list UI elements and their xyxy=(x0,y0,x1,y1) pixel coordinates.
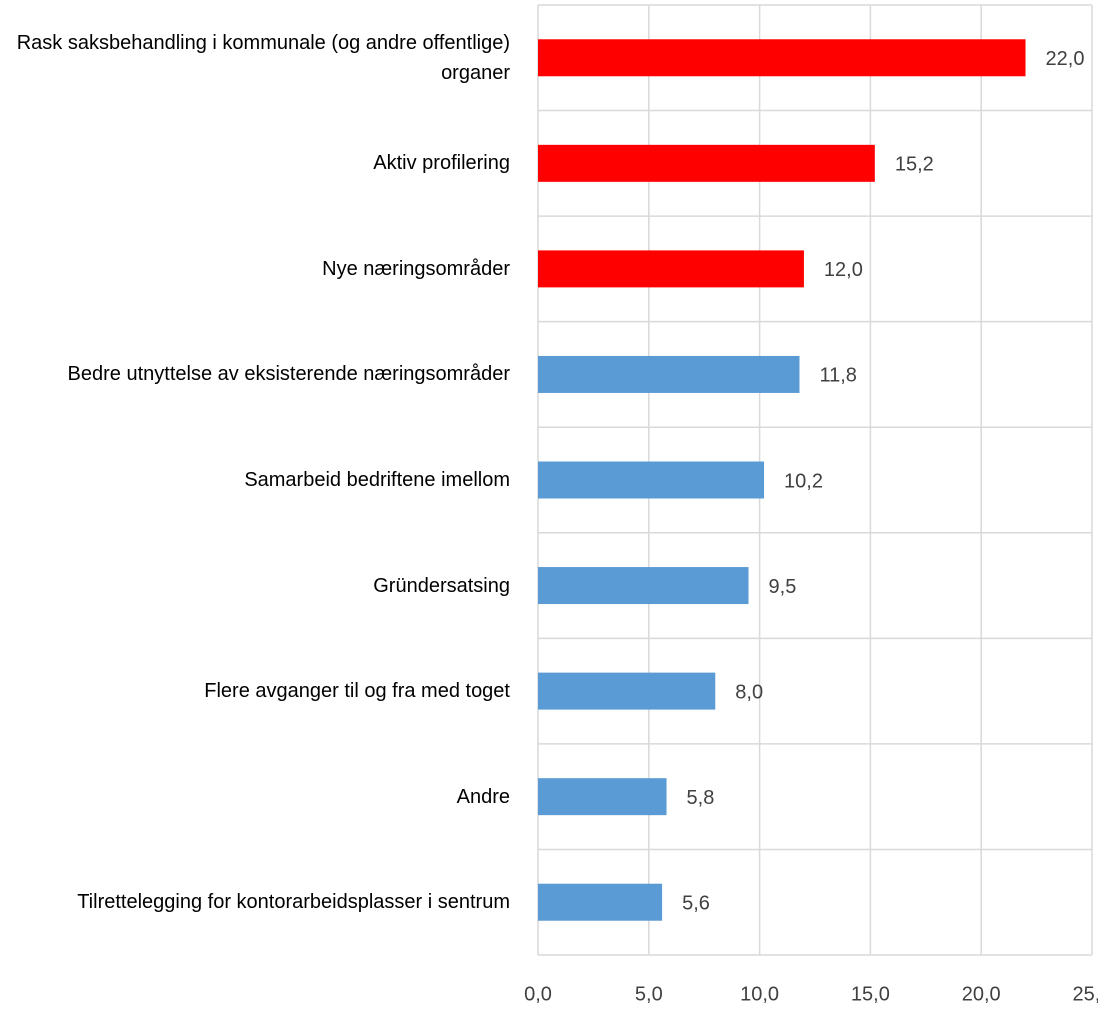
y-tick-label: Rask saksbehandling i kommunale (og andr… xyxy=(16,31,510,84)
value-label: 11,8 xyxy=(819,365,856,387)
bar xyxy=(538,355,800,393)
bar xyxy=(538,567,749,605)
bar xyxy=(538,144,875,182)
bar xyxy=(538,461,765,499)
x-tick-label: 20,0 xyxy=(962,983,1001,1005)
value-label: 10,2 xyxy=(784,470,823,492)
bar xyxy=(538,883,663,921)
value-label: 8,0 xyxy=(735,681,763,703)
y-tick-label: Samarbeid bedriftene imellom xyxy=(244,469,510,491)
x-tick-label: 25,0 xyxy=(1073,983,1098,1005)
y-tick-label: Aktiv profilering xyxy=(373,152,510,175)
y-tick-label: Gründersatsing xyxy=(373,574,510,597)
value-label: 5,6 xyxy=(682,893,710,915)
bar xyxy=(538,250,804,288)
bar xyxy=(538,39,1026,77)
x-tick-label: 10,0 xyxy=(740,983,779,1005)
x-tick-label: 5,0 xyxy=(635,983,663,1005)
y-tick-label: Andre xyxy=(456,785,510,808)
value-label: 15,2 xyxy=(895,154,934,176)
x-tick-label: 15,0 xyxy=(851,983,890,1005)
y-tick-label: Bedre utnyttelse av eksisterende nærings… xyxy=(67,363,510,386)
value-label: 9,5 xyxy=(769,576,797,598)
x-tick-label: 0,0 xyxy=(524,983,552,1005)
value-label: 5,8 xyxy=(687,787,715,809)
value-label: 12,0 xyxy=(824,259,863,281)
y-tick-label: Nye næringsområder xyxy=(322,257,510,280)
value-label: 22,0 xyxy=(1046,48,1085,70)
bar xyxy=(538,778,667,816)
y-tick-label: Tilrettelegging for kontorarbeidsplasser… xyxy=(77,891,510,914)
bar xyxy=(538,672,716,710)
y-tick-label: Flere avganger til og fra med toget xyxy=(204,680,510,703)
